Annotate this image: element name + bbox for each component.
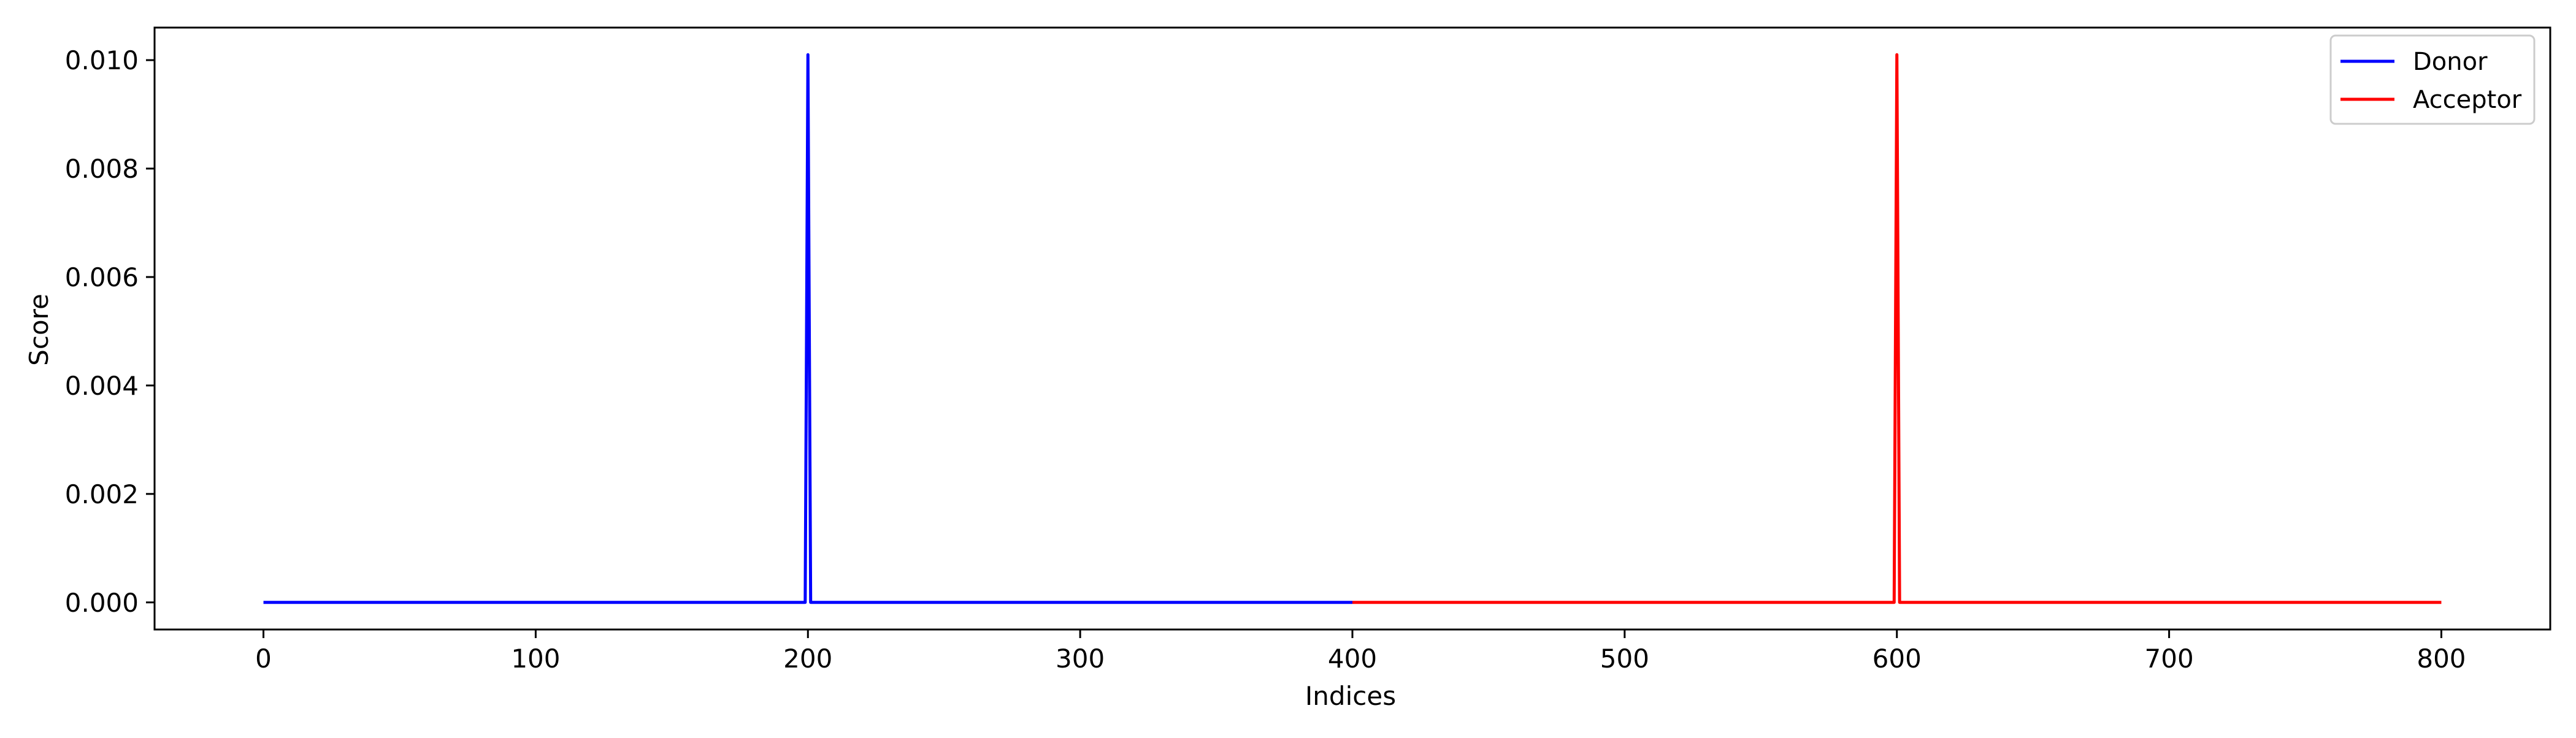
y-tick-label: 0.006: [65, 262, 139, 292]
x-tick-label: 800: [2417, 644, 2466, 674]
y-tick-label: 0.004: [65, 371, 139, 401]
series-line-donor: [263, 53, 1352, 604]
series-line-acceptor: [1352, 53, 2442, 604]
y-axis-label: Score: [24, 294, 54, 366]
plot-area: [263, 53, 2442, 604]
x-tick-label: 500: [1600, 644, 1649, 674]
y-tick-label: 0.010: [65, 45, 139, 75]
x-tick-label: 200: [783, 644, 832, 674]
y-tick-label: 0.000: [65, 588, 139, 618]
x-axis-ticks: 0 100 200 300 400 500 600 700 800: [255, 630, 2466, 674]
axes-frame: [153, 26, 2551, 631]
legend-box: [2329, 34, 2536, 125]
x-axis-label: Indices: [1305, 681, 1396, 711]
x-tick-label: 100: [511, 644, 560, 674]
legend: Donor Acceptor: [2329, 34, 2536, 125]
x-tick-label: 700: [2145, 644, 2194, 674]
legend-label-acceptor: Acceptor: [2413, 86, 2522, 114]
x-tick-label: 0: [255, 644, 272, 674]
y-tick-label: 0.002: [65, 479, 139, 509]
x-tick-label: 600: [1873, 644, 1922, 674]
x-tick-label: 400: [1328, 644, 1377, 674]
legend-label-donor: Donor: [2413, 48, 2488, 76]
x-tick-label: 300: [1056, 644, 1105, 674]
y-axis-ticks: 0.000 0.002 0.004 0.006 0.008 0.010: [65, 45, 155, 618]
y-tick-label: 0.008: [65, 154, 139, 184]
